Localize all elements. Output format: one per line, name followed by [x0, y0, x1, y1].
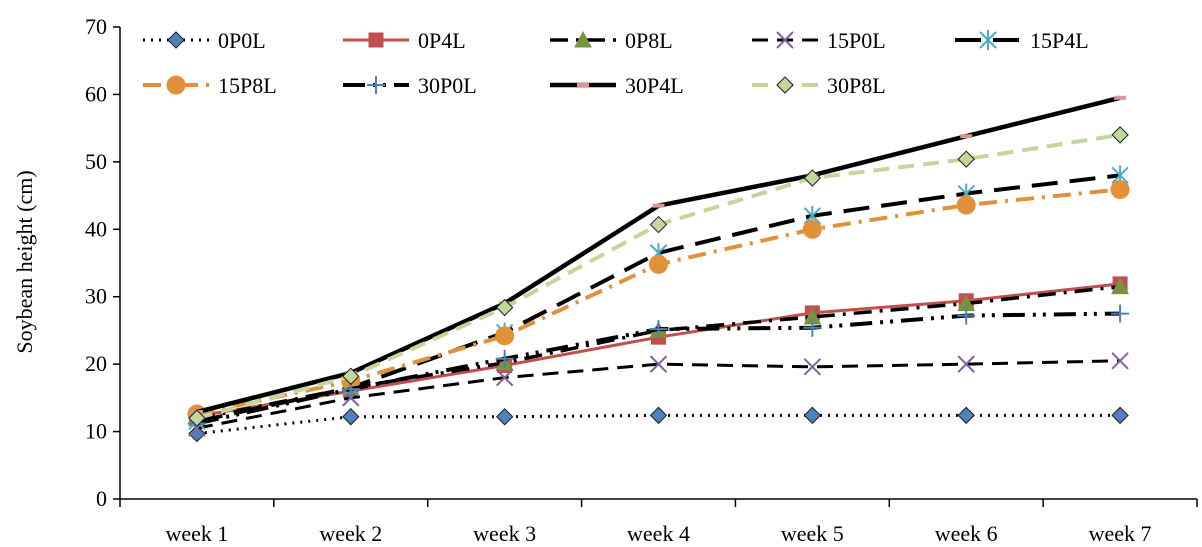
data-point — [495, 349, 514, 368]
data-point — [652, 203, 665, 208]
data-point — [495, 298, 514, 317]
data-point — [960, 134, 973, 139]
data-point — [957, 355, 975, 373]
x-tick-label: week 6 — [935, 521, 998, 546]
legend-item: 15P0L — [752, 28, 886, 53]
x-tick-label: week 7 — [1089, 521, 1152, 546]
legend-item: 0P0L — [143, 28, 266, 53]
legend-label: 0P0L — [218, 28, 266, 53]
data-point — [495, 368, 514, 387]
series-line — [196, 284, 1121, 421]
legend-marker — [979, 30, 997, 50]
legend-marker — [167, 31, 185, 49]
data-point — [957, 306, 976, 325]
legend-label: 30P4L — [625, 73, 684, 98]
legend-item: 15P8L — [143, 73, 277, 98]
x-tick-label: week 1 — [165, 521, 228, 546]
data-point — [188, 409, 206, 427]
data-point — [188, 424, 206, 443]
legend-label: 15P8L — [218, 73, 277, 98]
data-point — [956, 195, 976, 215]
legend-item: 0P4L — [343, 28, 466, 53]
legend-label: 30P8L — [827, 73, 886, 98]
data-point — [803, 169, 822, 187]
data-point — [803, 406, 822, 425]
legend-marker — [166, 75, 186, 95]
data-point — [803, 358, 822, 376]
y-tick-label: 0 — [96, 486, 107, 511]
x-tick-label: week 4 — [627, 521, 690, 546]
y-axis-title: Soybean height (cm) — [12, 170, 37, 353]
x-tick-label: week 5 — [781, 521, 844, 546]
y-tick-label: 20 — [85, 351, 107, 376]
legend-marker — [368, 32, 384, 48]
legend-label: 0P4L — [418, 28, 466, 53]
series-30P0L — [187, 304, 1130, 433]
data-point — [649, 215, 668, 234]
plot-area — [187, 95, 1130, 443]
data-point — [342, 408, 360, 426]
data-point — [803, 318, 822, 337]
y-tick-label: 60 — [85, 81, 107, 106]
data-point — [1114, 95, 1127, 100]
y-tick-label: 10 — [85, 419, 107, 444]
legend-marker — [776, 76, 794, 94]
series-0P8L — [188, 277, 1129, 427]
data-point — [495, 326, 515, 346]
legend-item: 30P8L — [752, 73, 886, 98]
legend-label: 0P8L — [625, 28, 673, 53]
axes: 0 10 20 30 40 50 60 70 week 1 week 2 week 3 week 4 w… — [85, 14, 1198, 546]
data-point — [1110, 180, 1130, 200]
data-point — [649, 406, 668, 425]
data-point — [1111, 352, 1129, 370]
legend-item: 0P8L — [550, 28, 673, 53]
legend-marker — [776, 31, 794, 49]
data-point — [1111, 406, 1129, 425]
legend-label: 15P4L — [1030, 28, 1089, 53]
legend-item: 30P0L — [343, 73, 477, 98]
data-point — [495, 408, 514, 426]
y-tick-label: 50 — [85, 149, 107, 174]
data-point — [649, 254, 668, 274]
data-point — [1111, 277, 1129, 295]
x-tick-label: week 3 — [473, 521, 536, 546]
data-point — [802, 219, 822, 239]
legend-marker — [367, 76, 385, 94]
legend-item: 30P4L — [550, 73, 684, 98]
legend-label: 15P0L — [827, 28, 886, 53]
data-point — [1111, 126, 1129, 144]
y-tick-label: 40 — [85, 216, 107, 241]
legend-marker — [577, 83, 589, 87]
y-tick-label: 30 — [85, 284, 107, 309]
data-point — [957, 150, 975, 168]
legend-item: 15P4L — [955, 28, 1089, 53]
data-point — [649, 355, 668, 373]
series-line — [196, 282, 1121, 418]
legend: 0P0L 0P4L 0P8L 15P0L 15P4L 15P8L 30P0L 30P4L 30P… — [143, 28, 1089, 98]
legend-label: 30P0L — [418, 73, 477, 98]
data-point — [957, 406, 975, 425]
x-tick-label: week 2 — [319, 521, 382, 546]
y-tick-label: 70 — [85, 14, 107, 39]
legend-marker — [574, 30, 592, 48]
data-point — [649, 320, 668, 339]
series-0P0L — [188, 406, 1129, 443]
data-point — [342, 367, 360, 385]
series-30P8L — [188, 126, 1129, 427]
data-point — [1111, 304, 1130, 323]
